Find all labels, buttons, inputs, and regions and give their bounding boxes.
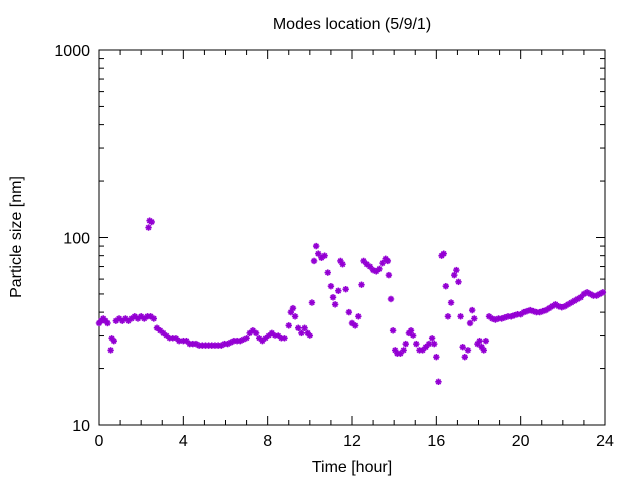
data-point [482,337,490,345]
data-point [301,324,308,331]
data-point [409,332,417,339]
data-point [387,295,395,303]
x-tick-label: 8 [263,433,272,450]
data-point [145,224,152,231]
data-point [331,301,339,308]
x-tick-label: 16 [427,433,445,450]
data-point [289,304,297,312]
data-point [243,335,250,342]
x-tick-label: 20 [512,433,530,450]
data-point [358,281,365,288]
data-point [402,340,409,348]
data-point [428,335,436,342]
data-point [150,315,158,322]
data-point [389,327,397,334]
data-point [459,343,466,351]
x-axis-label: Time [hour] [312,459,392,476]
data-point [385,271,393,279]
plot-frame [98,49,606,426]
data-point [457,313,464,320]
data-point [376,265,383,273]
axis-ticks [98,49,606,426]
data-point [384,257,392,265]
data-point [355,313,362,320]
data-point [345,308,353,316]
data-point [308,299,316,306]
data-point [451,271,458,279]
data-point [480,347,487,354]
data-point [400,347,407,354]
data-point [252,329,260,337]
data-point [335,287,342,294]
data-point [107,347,114,354]
data-point [440,250,447,257]
data-point [397,350,404,357]
data-point [431,340,438,348]
data-point [339,261,346,268]
data-point [468,306,476,314]
x-tick-label: 0 [95,433,104,450]
data-point [453,266,460,274]
data-point [148,218,155,226]
data-point [461,353,468,361]
x-tick-label: 24 [596,433,614,450]
data-point [285,322,292,329]
data-point [342,286,349,293]
data-point [413,340,420,348]
y-tick-label: 10 [72,418,90,435]
y-tick-label: 1000 [54,43,90,60]
data-point [444,313,452,320]
data-point [281,335,288,342]
data-point [324,269,331,276]
data-point [407,327,415,334]
data-point [435,378,442,385]
data-point [442,282,450,290]
data-point [471,315,478,322]
data-point [329,294,337,301]
data-point [310,257,318,265]
data-point [104,319,111,327]
data-point [379,259,386,267]
data-point [291,313,299,320]
x-tick-label: 12 [343,433,361,450]
y-axis-label: Particle size [nm] [8,176,25,298]
data-point [464,347,472,354]
data-point [295,324,302,331]
data-point [466,319,474,327]
data-point [351,322,359,329]
data-point [476,337,483,345]
data-point [118,317,126,324]
data-point [447,299,455,306]
data-points [95,217,607,385]
chart-title: Modes location (5/9/1) [273,16,431,33]
x-tick-label: 4 [179,433,188,450]
data-point [321,252,328,259]
data-point [433,353,440,361]
data-point [425,340,433,348]
data-point [110,337,117,345]
data-point [312,242,320,250]
data-point [455,278,462,286]
data-point [298,329,305,337]
data-point [306,332,314,339]
data-point [327,282,335,290]
y-tick-label: 100 [63,231,90,248]
data-point [599,289,607,296]
data-point [318,254,325,261]
data-point [175,337,183,345]
axis-tick-labels: 0 4 8 12 16 20 24 10 100 1000 [54,43,614,450]
